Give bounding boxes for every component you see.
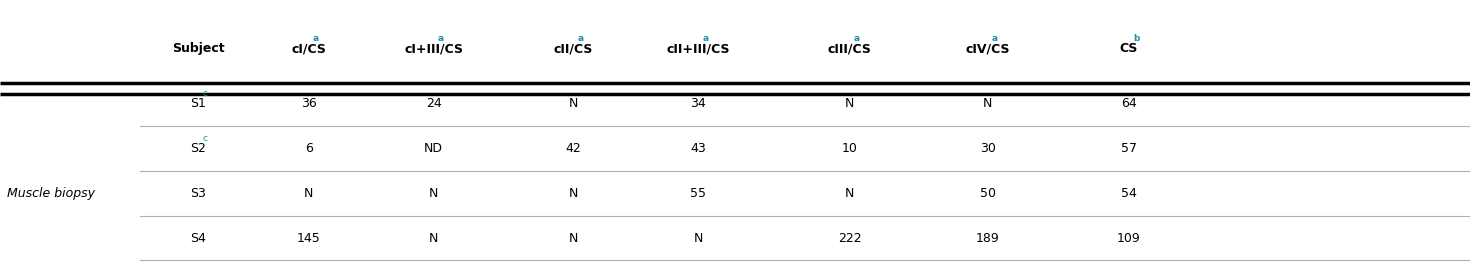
Text: cII+III/CS: cII+III/CS (666, 42, 731, 55)
Text: N: N (694, 231, 703, 245)
Text: N: N (429, 231, 438, 245)
Text: N: N (304, 187, 313, 200)
Text: b: b (1133, 34, 1139, 44)
Text: cI+III/CS: cI+III/CS (404, 42, 463, 55)
Text: 57: 57 (1122, 142, 1136, 155)
Text: 24: 24 (426, 97, 441, 110)
Text: a: a (854, 34, 860, 44)
Text: S1: S1 (191, 97, 206, 110)
Text: 64: 64 (1122, 97, 1136, 110)
Text: c: c (203, 134, 207, 143)
Text: 55: 55 (691, 187, 706, 200)
Text: ND: ND (425, 142, 442, 155)
Text: N: N (429, 187, 438, 200)
Text: 50: 50 (980, 187, 995, 200)
Text: 54: 54 (1122, 187, 1136, 200)
Text: cIII/CS: cIII/CS (828, 42, 872, 55)
Text: N: N (845, 187, 854, 200)
Text: CS: CS (1120, 42, 1138, 55)
Text: 10: 10 (842, 142, 857, 155)
Text: N: N (569, 231, 578, 245)
Text: 6: 6 (304, 142, 313, 155)
Text: a: a (703, 34, 709, 44)
Text: S2: S2 (191, 142, 206, 155)
Text: a: a (992, 34, 998, 44)
Text: 109: 109 (1117, 231, 1141, 245)
Text: 189: 189 (976, 231, 1000, 245)
Text: N: N (569, 187, 578, 200)
Text: 36: 36 (301, 97, 316, 110)
Text: N: N (569, 97, 578, 110)
Text: c: c (203, 89, 207, 98)
Text: a: a (578, 34, 584, 44)
Text: S4: S4 (191, 231, 206, 245)
Text: cIV/CS: cIV/CS (966, 42, 1010, 55)
Text: Subject: Subject (172, 42, 225, 55)
Text: 145: 145 (297, 231, 320, 245)
Text: a: a (438, 34, 444, 44)
Text: 42: 42 (566, 142, 581, 155)
Text: a: a (313, 34, 319, 44)
Text: cII/CS: cII/CS (554, 42, 592, 55)
Text: S3: S3 (191, 187, 206, 200)
Text: 43: 43 (691, 142, 706, 155)
Text: 34: 34 (691, 97, 706, 110)
Text: N: N (983, 97, 992, 110)
Text: Muscle biopsy: Muscle biopsy (7, 187, 96, 200)
Text: 30: 30 (980, 142, 995, 155)
Text: 222: 222 (838, 231, 861, 245)
Text: N: N (845, 97, 854, 110)
Text: cI/CS: cI/CS (291, 42, 326, 55)
